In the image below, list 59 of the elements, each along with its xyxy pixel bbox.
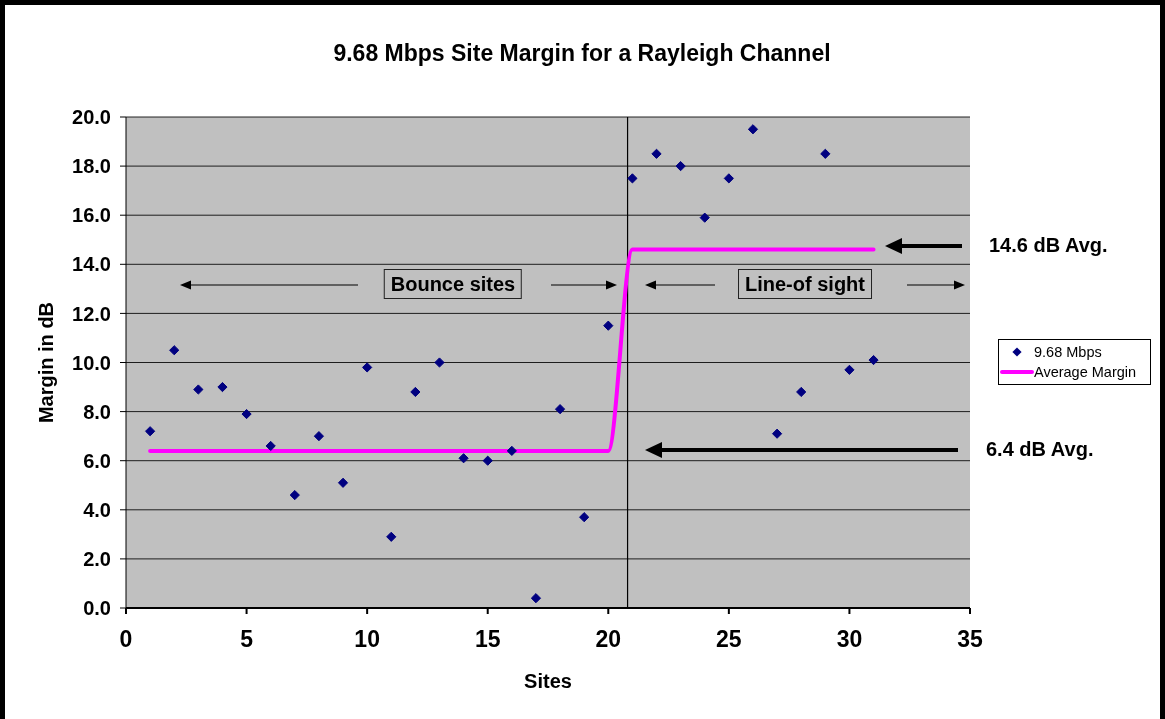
- x-tick-label: 35: [957, 626, 983, 653]
- x-tick-label: 0: [119, 626, 133, 653]
- legend-label: Average Margin: [1034, 363, 1137, 380]
- point: [362, 362, 373, 373]
- point: [410, 386, 421, 398]
- point: [265, 440, 276, 452]
- point: [530, 593, 542, 604]
- point: [458, 453, 469, 464]
- point: [651, 148, 662, 159]
- point: [820, 148, 831, 159]
- y-tick-label: 8.0: [83, 400, 111, 423]
- y-tick-label: 6.0: [83, 449, 111, 472]
- annotation: Bounce sites: [383, 269, 523, 299]
- text: 14.6 dB Avg.: [989, 233, 1108, 258]
- y-tick-label: 10.0: [72, 351, 111, 374]
- point: [603, 320, 614, 331]
- point: [386, 531, 397, 542]
- point: [675, 161, 686, 172]
- point: [554, 404, 566, 415]
- x-tick-label: 25: [716, 626, 742, 653]
- point: [723, 173, 734, 184]
- point: [217, 381, 228, 393]
- text: 6.4 dB Avg.: [986, 437, 1094, 462]
- y-tick-label: 4.0: [83, 498, 111, 521]
- annotation: Line-of sight: [738, 269, 872, 299]
- point: [289, 489, 300, 501]
- point: [506, 445, 517, 456]
- y-tick-label: 12.0: [72, 302, 111, 325]
- point: [193, 384, 204, 395]
- x-tick-label: 30: [836, 626, 863, 653]
- point: [337, 477, 349, 488]
- x-tick-label: 15: [474, 626, 501, 653]
- x-tick-label: 5: [240, 626, 254, 653]
- point: [771, 428, 783, 439]
- x-tick-label: 20: [595, 626, 622, 653]
- point: [145, 426, 156, 437]
- point: [434, 357, 445, 368]
- point: [313, 431, 325, 442]
- x-axis-title: Sites: [524, 670, 572, 692]
- y-tick-label: 18.0: [72, 155, 111, 178]
- legend-label: 9.68 Mbps: [1034, 343, 1102, 360]
- y-tick-label: 14.0: [72, 253, 111, 276]
- y-tick-label: 2.0: [83, 548, 111, 570]
- y-tick-label: 16.0: [72, 204, 111, 227]
- point: [169, 345, 180, 356]
- point: [844, 364, 855, 375]
- point: [579, 512, 590, 523]
- y-tick-label: 20.0: [72, 106, 111, 129]
- chart-title: 9.68 Mbps Site Margin for a Rayleigh Channel: [333, 40, 831, 66]
- point: [868, 354, 879, 366]
- point: [627, 173, 638, 184]
- x-tick-label: 10: [354, 626, 380, 653]
- point: [796, 386, 807, 398]
- point: [482, 455, 493, 466]
- y-tick-label: 0.0: [83, 597, 111, 620]
- y-axis-title: Margin in dB: [35, 301, 57, 424]
- point: [699, 212, 710, 223]
- point: [747, 124, 759, 135]
- point: [241, 408, 252, 420]
